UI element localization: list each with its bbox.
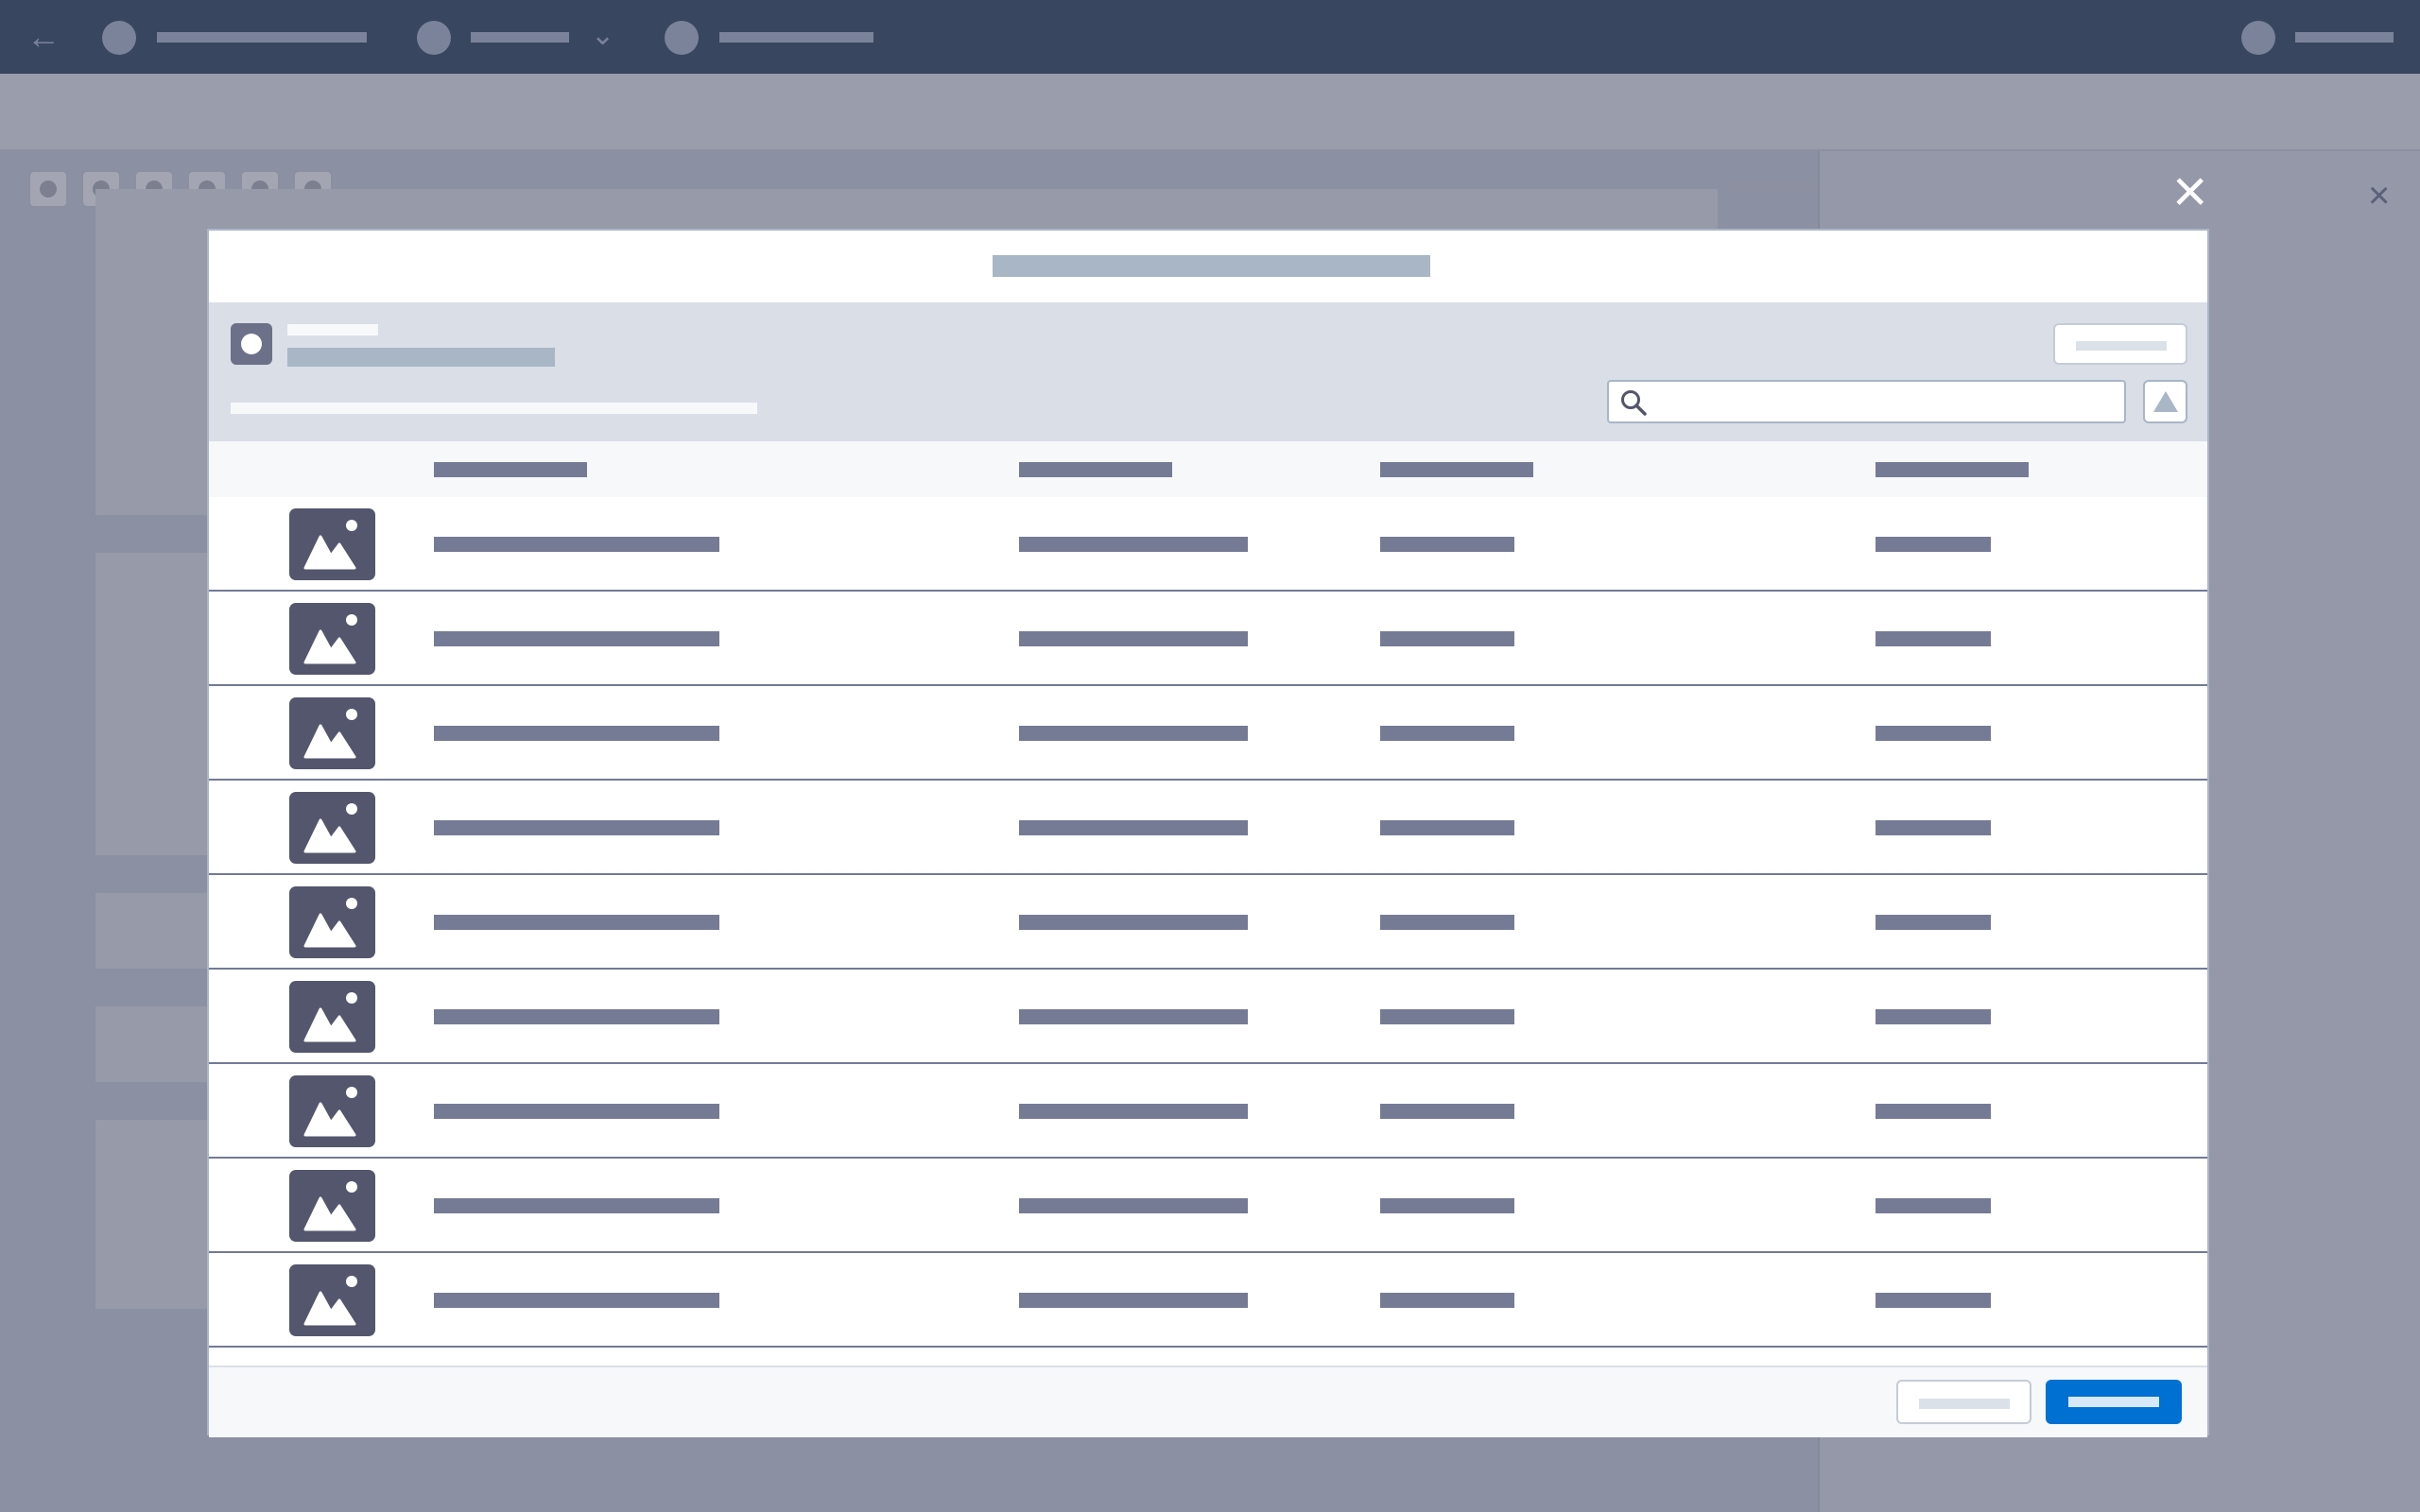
table-row[interactable]: [209, 686, 2207, 781]
table-cell: [1019, 820, 1248, 835]
table-cell: [1876, 537, 1991, 552]
modal-footer: [209, 1366, 2207, 1437]
nav-icon[interactable]: [665, 21, 699, 55]
table-cell: [1019, 1198, 1248, 1213]
table-cell: [434, 1293, 719, 1308]
table-cell: [1876, 1198, 1991, 1213]
table-cell: [1380, 631, 1514, 646]
nav-label: [471, 32, 569, 43]
table-cell: [1876, 1104, 1991, 1119]
table-row[interactable]: [209, 1159, 2207, 1253]
triangle-icon: [2153, 391, 2178, 412]
item-count-summary: [231, 403, 757, 414]
image-icon: [289, 886, 375, 958]
column-header[interactable]: [1380, 462, 1533, 477]
image-icon: [289, 1075, 375, 1147]
nav-label: [719, 32, 873, 43]
image-icon: [289, 697, 375, 769]
table-cell: [1019, 1009, 1248, 1024]
toolbar: [0, 74, 2420, 209]
back-arrow-icon[interactable]: ←: [26, 17, 60, 56]
table-cell: [1380, 1293, 1514, 1308]
table-cell: [1019, 726, 1248, 741]
table-cell: [1876, 1009, 1991, 1024]
avatar: [231, 323, 272, 365]
image-icon: [289, 603, 375, 675]
table-cell: [434, 726, 719, 741]
table-cell: [434, 1198, 719, 1213]
table-row[interactable]: [209, 497, 2207, 592]
circle-icon: [241, 334, 262, 354]
modal-dialog: [207, 229, 2209, 1437]
column-header[interactable]: [434, 462, 587, 477]
filter-bar: [209, 302, 2207, 441]
table-cell: [1380, 726, 1514, 741]
table-row[interactable]: [209, 592, 2207, 686]
close-panel-icon[interactable]: ×: [2368, 175, 2391, 216]
table-header: [209, 441, 2207, 499]
table-cell: [1380, 1104, 1514, 1119]
table-row[interactable]: [209, 875, 2207, 970]
table-cell: [1019, 537, 1248, 552]
table-cell: [434, 631, 719, 646]
table-row[interactable]: [209, 970, 2207, 1064]
top-navigation: ← ⌄: [0, 0, 2420, 74]
image-icon: [289, 981, 375, 1053]
image-icon: [289, 1170, 375, 1242]
table-cell: [434, 915, 719, 930]
table-cell: [434, 1104, 719, 1119]
table-cell: [434, 1009, 719, 1024]
image-icon: [289, 1264, 375, 1336]
tool-button[interactable]: [28, 170, 68, 208]
table-cell: [1380, 915, 1514, 930]
action-button[interactable]: [2053, 323, 2187, 365]
object-type-label: [287, 324, 378, 335]
object-name: [287, 348, 555, 367]
user-name: [2295, 32, 2394, 43]
table-cell: [1876, 726, 1991, 741]
table-cell: [1876, 631, 1991, 646]
search-input[interactable]: [1607, 380, 2126, 423]
close-modal-button[interactable]: ×: [2172, 157, 2208, 225]
table-cell: [1876, 820, 1991, 835]
nav-icon[interactable]: [102, 21, 136, 55]
table-cell: [1019, 915, 1248, 930]
table-cell: [1380, 1198, 1514, 1213]
table-cell: [1380, 1009, 1514, 1024]
column-header[interactable]: [1019, 462, 1172, 477]
image-icon: [289, 792, 375, 864]
table-row[interactable]: [209, 1253, 2207, 1348]
cancel-button[interactable]: [1896, 1380, 2031, 1424]
modal-header: [209, 231, 2207, 305]
table-cell: [434, 537, 719, 552]
table-body: [209, 497, 2207, 1348]
column-header[interactable]: [1876, 462, 2029, 477]
nav-label: [157, 32, 367, 43]
table-cell: [1876, 915, 1991, 930]
table-cell: [1019, 1293, 1248, 1308]
table-cell: [434, 820, 719, 835]
nav-icon[interactable]: [417, 21, 451, 55]
user-avatar[interactable]: [2241, 21, 2275, 55]
save-button[interactable]: [2046, 1380, 2182, 1424]
image-icon: [289, 508, 375, 580]
filter-button[interactable]: [2143, 380, 2187, 423]
chevron-down-icon[interactable]: ⌄: [591, 20, 615, 51]
table-row[interactable]: [209, 781, 2207, 875]
search-icon: [1621, 390, 1647, 416]
table-cell: [1876, 1293, 1991, 1308]
table-cell: [1380, 820, 1514, 835]
table-cell: [1380, 537, 1514, 552]
table-cell: [1019, 631, 1248, 646]
table-row[interactable]: [209, 1064, 2207, 1159]
modal-title: [993, 255, 1430, 277]
table-cell: [1019, 1104, 1248, 1119]
